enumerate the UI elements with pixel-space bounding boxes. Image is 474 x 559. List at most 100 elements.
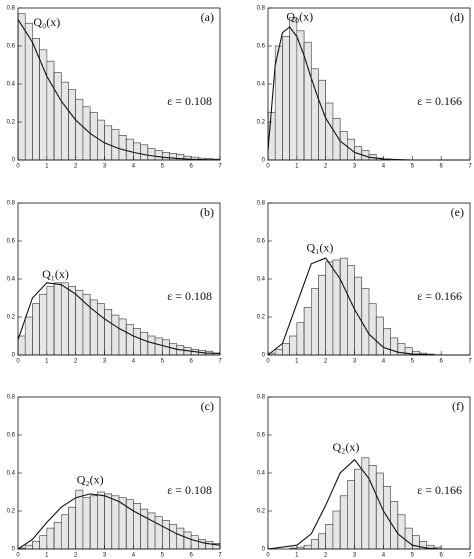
x-tick-label: 1	[295, 553, 299, 559]
histogram-bar	[339, 257, 348, 356]
histogram-bar	[390, 337, 399, 356]
panel-letter: (d)	[450, 10, 464, 24]
histogram-bar	[140, 144, 149, 161]
epsilon-annotation: ε = 0.166	[417, 289, 462, 303]
histogram-bar	[332, 510, 341, 550]
histogram-bar	[75, 489, 84, 550]
histogram-bar	[354, 468, 363, 550]
x-tick-label: 5	[411, 359, 415, 365]
histogram-bar	[296, 322, 305, 356]
y-tick-label: 0.2	[257, 509, 266, 515]
histogram-bar	[190, 535, 199, 550]
y-tick-label: 0.4	[257, 82, 266, 88]
histogram-bar	[161, 520, 170, 550]
panel: 0 1 2 3 4 5 6 7 0 0.2 0.4 0.6 0.8 (b) Q₁(x) ε = 0.108	[7, 201, 223, 365]
histogram-bar	[347, 265, 355, 356]
x-tick-label: 7	[218, 164, 222, 170]
histogram-bar	[82, 497, 91, 550]
histogram-bar	[147, 512, 156, 550]
y-tick-label: 0.6	[7, 239, 16, 245]
fit-curve	[267, 26, 470, 161]
histogram-bar	[404, 527, 413, 550]
curve-label: Q₀(x)	[33, 15, 60, 29]
x-tick-label: 3	[103, 164, 107, 170]
x-tick-label: 2	[74, 164, 78, 170]
histogram-bar	[82, 293, 91, 356]
epsilon-annotation: ε = 0.166	[417, 483, 462, 497]
histogram-bar	[32, 541, 40, 550]
fit-curve	[17, 493, 221, 550]
histogram-bar	[111, 495, 120, 550]
histogram-bar	[111, 314, 120, 356]
histogram-bar	[89, 495, 98, 550]
histogram-bar	[318, 533, 327, 550]
histogram-bar	[397, 514, 406, 550]
histogram-bar	[60, 282, 69, 356]
y-tick-label: 0.4	[7, 277, 16, 283]
histogram-bar	[375, 316, 384, 356]
curve-label: Q₂(x)	[77, 472, 104, 486]
x-tick-label: 5	[161, 553, 165, 559]
histogram-bar	[169, 153, 178, 161]
histogram-bar	[339, 495, 348, 550]
x-tick-label: 6	[189, 359, 193, 365]
epsilon-annotation: ε = 0.108	[167, 483, 212, 497]
histogram-bar	[318, 79, 327, 161]
histogram-bar	[347, 480, 355, 550]
histogram-bar	[68, 506, 77, 550]
curve-label: Q₀(x)	[286, 9, 313, 23]
x-tick-label: 1	[295, 359, 299, 365]
histogram-bar	[205, 541, 214, 550]
histogram-bar	[176, 527, 185, 550]
y-tick-label: 0.4	[7, 82, 16, 88]
x-tick-label: 7	[218, 359, 222, 365]
y-tick-label: 0	[12, 158, 16, 164]
y-tick-label: 0.6	[257, 239, 266, 245]
y-tick-label: 0.2	[7, 315, 16, 321]
histogram-bar	[53, 522, 62, 550]
x-tick-label: 1	[45, 359, 49, 365]
fit-curve	[17, 19, 221, 161]
x-tick-label: 1	[45, 164, 49, 170]
y-tick-label: 0	[262, 547, 266, 553]
x-tick-label: 3	[353, 164, 357, 170]
histogram-bar	[375, 472, 384, 550]
y-tick-label: 0.6	[7, 44, 16, 50]
histogram-bar	[32, 303, 40, 356]
panel-letter: (e)	[451, 205, 464, 219]
y-tick-label: 0.8	[7, 201, 16, 207]
histogram-bar	[104, 309, 113, 356]
x-tick-label: 0	[266, 359, 270, 365]
y-tick-label: 0.2	[7, 120, 16, 126]
histogram-bar	[303, 307, 312, 356]
histogram-bar	[17, 335, 26, 356]
histogram-bar	[97, 491, 105, 550]
x-tick-label: 4	[382, 359, 386, 365]
fit-curve	[267, 458, 470, 550]
histogram-bar	[118, 135, 127, 161]
y-tick-label: 0.4	[257, 277, 266, 283]
histogram-bar	[411, 535, 420, 550]
panel-letter: (c)	[201, 399, 214, 413]
histogram-bar	[383, 328, 391, 356]
histogram-bar	[60, 81, 69, 161]
x-tick-label: 4	[132, 164, 136, 170]
histogram-bar	[125, 138, 134, 161]
histogram-bar	[318, 274, 327, 356]
y-tick-label: 0.2	[7, 509, 16, 515]
x-tick-label: 3	[353, 359, 357, 365]
y-tick-label: 0.2	[257, 315, 266, 321]
histogram-bar	[39, 49, 48, 161]
histogram-bar	[282, 36, 290, 161]
x-tick-label: 0	[16, 164, 20, 170]
curve-label: Q₁(x)	[42, 267, 69, 281]
x-tick-label: 6	[189, 164, 193, 170]
histogram-bar	[154, 337, 163, 356]
epsilon-annotation: ε = 0.108	[167, 289, 212, 303]
x-tick-label: 7	[218, 553, 222, 559]
y-tick-label: 0.8	[257, 201, 266, 207]
histogram-bar	[24, 316, 33, 356]
histogram-bar	[282, 343, 290, 356]
histogram-bar	[60, 514, 69, 550]
